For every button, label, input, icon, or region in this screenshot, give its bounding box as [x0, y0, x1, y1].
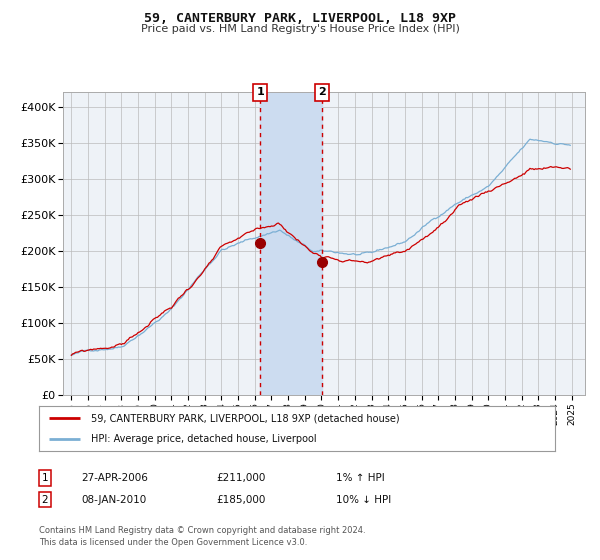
Text: 1: 1 [256, 87, 264, 97]
Text: This data is licensed under the Open Government Licence v3.0.: This data is licensed under the Open Gov… [39, 538, 307, 547]
Text: 2: 2 [41, 494, 49, 505]
Text: 2: 2 [318, 87, 326, 97]
Text: HPI: Average price, detached house, Liverpool: HPI: Average price, detached house, Live… [91, 433, 316, 444]
Text: 1% ↑ HPI: 1% ↑ HPI [336, 473, 385, 483]
Text: 59, CANTERBURY PARK, LIVERPOOL, L18 9XP: 59, CANTERBURY PARK, LIVERPOOL, L18 9XP [144, 12, 456, 25]
Text: 27-APR-2006: 27-APR-2006 [81, 473, 148, 483]
Text: £185,000: £185,000 [216, 494, 265, 505]
Text: Contains HM Land Registry data © Crown copyright and database right 2024.: Contains HM Land Registry data © Crown c… [39, 526, 365, 535]
Text: 08-JAN-2010: 08-JAN-2010 [81, 494, 146, 505]
Text: £211,000: £211,000 [216, 473, 265, 483]
Bar [260, 92, 322, 395]
Text: 10% ↓ HPI: 10% ↓ HPI [336, 494, 391, 505]
Text: 59, CANTERBURY PARK, LIVERPOOL, L18 9XP (detached house): 59, CANTERBURY PARK, LIVERPOOL, L18 9XP … [91, 413, 399, 423]
Text: 1: 1 [41, 473, 49, 483]
Text: Price paid vs. HM Land Registry's House Price Index (HPI): Price paid vs. HM Land Registry's House … [140, 24, 460, 34]
